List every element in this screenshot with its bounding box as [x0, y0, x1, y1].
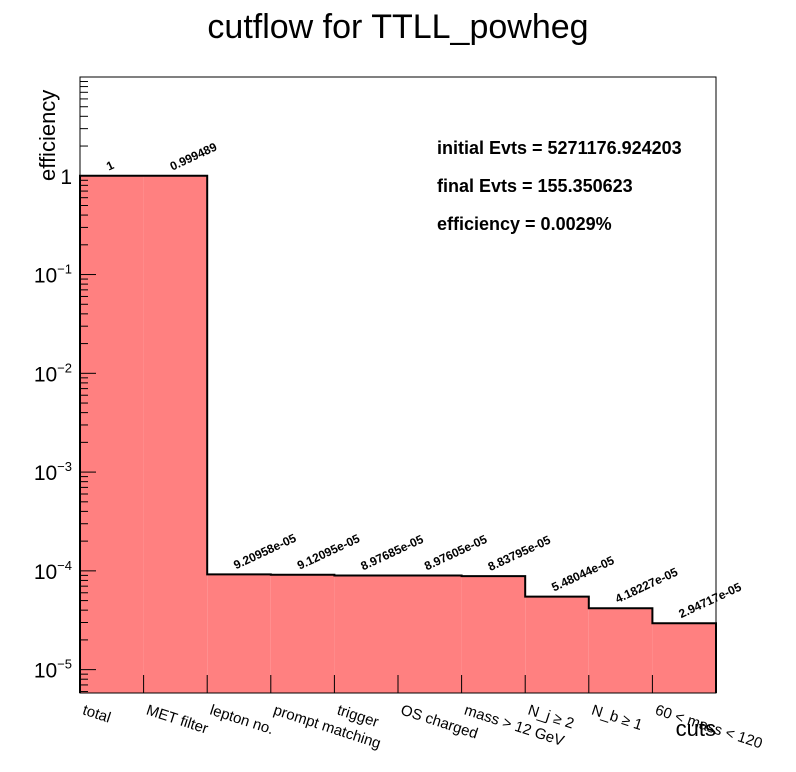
- bar-2: [207, 574, 271, 693]
- y-tick-label: 10−3: [34, 459, 72, 485]
- chart-title: cutflow for TTLL_powheg: [207, 8, 588, 46]
- x-tick-label: 60 < mass < 120: [653, 702, 765, 753]
- stat-annotation: initial Evts = 5271176.924203: [437, 138, 682, 158]
- x-tick-label: N_b ≥ 1: [589, 702, 644, 734]
- data-label: 8.97605e-05: [422, 532, 489, 573]
- bar-1: [143, 175, 208, 693]
- bar-0: [80, 175, 144, 693]
- data-label: 5.48044e-05: [549, 553, 616, 594]
- data-label: 9.20958e-05: [231, 531, 298, 572]
- data-label: 4.18227e-05: [613, 565, 680, 606]
- plot-frame: [79, 76, 717, 694]
- bar-4: [334, 575, 398, 693]
- data-label: 8.83795e-05: [486, 533, 553, 574]
- bar-8: [588, 608, 653, 693]
- bar-9: [652, 623, 716, 693]
- y-axis-title: efficiency: [35, 90, 60, 181]
- x-tick-label: total: [81, 702, 113, 727]
- data-label: 8.97685e-05: [359, 532, 426, 573]
- histogram-outline: [79, 174, 717, 693]
- y-tick-label: 10−1: [34, 262, 72, 288]
- bar-7: [525, 596, 589, 693]
- data-label: 1: [104, 158, 116, 174]
- bar-5: [398, 575, 462, 693]
- x-tick-label: lepton no.: [208, 702, 276, 739]
- bar-6: [461, 576, 526, 693]
- stat-annotation: final Evts = 155.350623: [437, 176, 633, 196]
- bar-3: [270, 574, 335, 693]
- y-tick-label: 10−4: [34, 558, 72, 584]
- y-tick-label: 10−2: [34, 360, 72, 386]
- y-tick-label: 1: [60, 166, 72, 189]
- stat-annotation: efficiency = 0.0029%: [437, 214, 612, 234]
- data-label: 0.999489: [168, 140, 220, 174]
- data-label: 2.94717e-05: [677, 580, 744, 621]
- x-tick-label: MET filter: [144, 702, 210, 738]
- x-axis-title: cuts: [676, 716, 716, 741]
- y-tick-label: 10−5: [34, 657, 72, 683]
- data-label: 9.12095e-05: [295, 531, 362, 572]
